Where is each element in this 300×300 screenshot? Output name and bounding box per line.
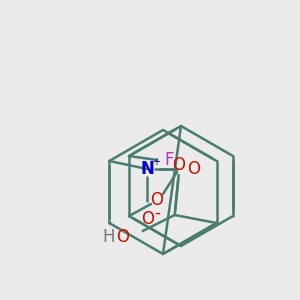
Text: H: H [102,228,115,246]
Text: O: O [172,156,185,174]
Text: O: O [116,228,129,246]
Text: N: N [140,160,154,178]
Text: O: O [151,191,164,209]
Text: O: O [187,160,200,178]
Text: O: O [141,210,154,228]
Text: F: F [164,151,174,169]
Text: -: - [154,204,160,222]
Text: +: + [152,157,160,167]
